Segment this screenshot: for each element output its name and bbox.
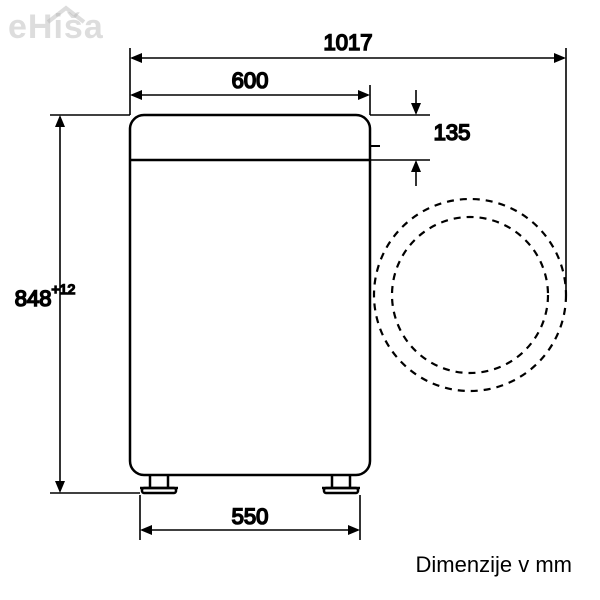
dim-base-width: 550 (140, 495, 360, 540)
appliance-body (130, 115, 380, 493)
dim-height: 848+12 (15, 115, 140, 493)
dim-total-width-label: 1017 (324, 30, 373, 55)
units-caption: Dimenzije v mm (416, 552, 572, 578)
dim-body-width-label: 600 (232, 68, 269, 93)
dim-panel-height-label: 135 (434, 120, 471, 145)
dim-total-width: 1017 (130, 30, 566, 300)
dim-base-width-label: 550 (232, 504, 269, 529)
door-open-outline (374, 199, 566, 391)
dimension-drawing: 1017 600 135 848+12 550 (0, 0, 600, 600)
dim-panel-height: 135 (370, 90, 470, 186)
watermark: eHiša (8, 8, 104, 47)
dim-body-width: 600 (132, 68, 370, 115)
dim-height-label: 848+12 (15, 281, 76, 311)
